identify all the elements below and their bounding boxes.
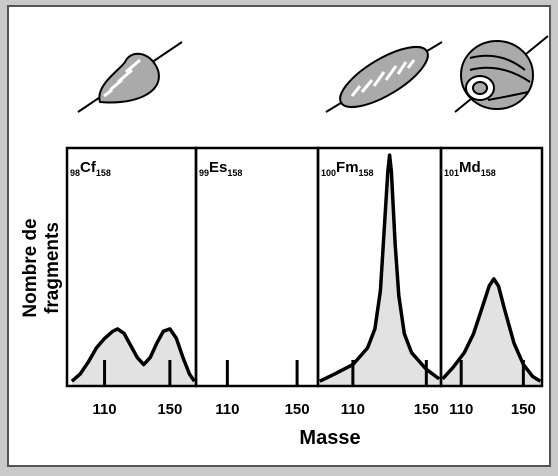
panel-label-z: 99 xyxy=(199,168,209,178)
panel-label-symbol: Cf xyxy=(80,159,97,176)
panel-label-n: 158 xyxy=(96,168,111,178)
figure: Nombre de fragments Masse 11015098Cf1581… xyxy=(0,0,558,476)
x-tick-label: 150 xyxy=(157,401,182,418)
x-axis-label: Masse xyxy=(299,427,360,449)
x-tick-label: 150 xyxy=(511,401,536,418)
panel-label-z: 101 xyxy=(444,168,459,178)
panel-label-symbol: Es xyxy=(209,159,227,176)
panel-label-z: 98 xyxy=(70,168,80,178)
x-tick-label: 110 xyxy=(92,401,116,418)
x-tick-label: 110 xyxy=(449,401,473,418)
panel-label-z: 100 xyxy=(321,168,336,178)
panel-label-n: 158 xyxy=(227,168,242,178)
panel-label-symbol: Md xyxy=(459,159,481,176)
y-axis-label: Nombre de xyxy=(20,218,41,317)
y-axis-label: fragments xyxy=(42,222,63,314)
x-tick-label: 110 xyxy=(341,401,365,418)
panel-label-n: 158 xyxy=(481,168,496,178)
x-tick-label: 150 xyxy=(285,401,310,418)
x-tick-label: 150 xyxy=(414,401,439,418)
panel-label-symbol: Fm xyxy=(336,159,359,176)
panel-label-n: 158 xyxy=(359,168,374,178)
x-tick-label: 110 xyxy=(215,401,239,418)
